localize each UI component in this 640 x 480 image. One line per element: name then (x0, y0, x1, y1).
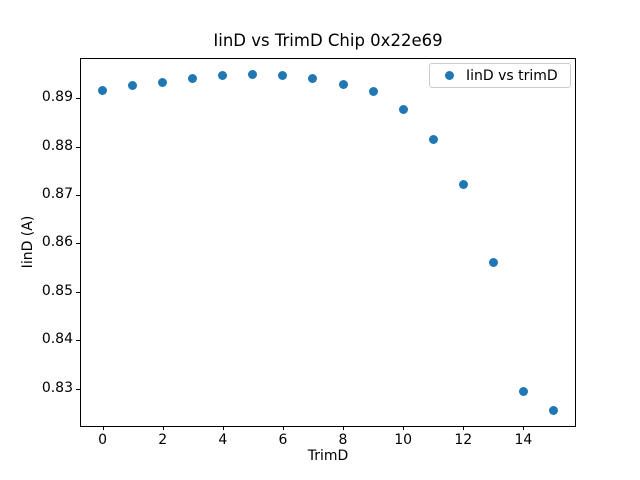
x-tick-mark (403, 426, 405, 430)
y-tick-mark (76, 340, 80, 342)
x-tick-mark (222, 426, 224, 430)
x-tick-mark (102, 426, 104, 430)
scatter-point (488, 258, 498, 268)
x-tick-label: 2 (158, 432, 168, 448)
legend-label: IinD vs trimD (466, 67, 558, 84)
y-tick-mark (76, 98, 80, 100)
x-tick-label: 14 (514, 432, 533, 448)
y-tick-label: 0.84 (41, 331, 73, 348)
scatter-point (188, 73, 198, 83)
x-tick-label: 10 (394, 432, 413, 448)
legend-marker-dot (445, 71, 454, 80)
y-tick-mark (76, 195, 80, 197)
scatter-point (128, 80, 138, 90)
chart-title: IinD vs TrimD Chip 0x22e69 (213, 31, 443, 50)
scatter-point (548, 405, 558, 415)
x-tick-label: 0 (98, 432, 107, 448)
x-tick-label: 12 (454, 432, 473, 448)
x-tick-mark (463, 426, 465, 430)
scatter-point (518, 386, 528, 396)
x-tick-label: 4 (218, 432, 228, 448)
y-tick-label: 0.89 (41, 89, 73, 106)
scatter-point (278, 71, 288, 81)
scatter-point (458, 179, 468, 189)
x-tick-mark (282, 426, 284, 430)
scatter-point (368, 86, 378, 96)
y-tick-label: 0.86 (41, 234, 73, 251)
scatter-point (98, 85, 108, 95)
y-tick-mark (76, 243, 80, 245)
scatter-point (428, 134, 438, 144)
x-tick-label: 6 (278, 432, 288, 448)
plot-area (80, 58, 576, 427)
x-tick-mark (343, 426, 345, 430)
scatter-point (248, 70, 258, 80)
y-tick-label: 0.85 (41, 282, 73, 299)
scatter-point (308, 73, 318, 83)
x-tick-mark (523, 426, 525, 430)
x-tick-mark (162, 426, 164, 430)
y-tick-mark (76, 291, 80, 293)
y-tick-label: 0.83 (41, 379, 73, 396)
legend-box: IinD vs trimD (429, 63, 571, 88)
scatter-point (158, 77, 168, 87)
y-tick-mark (76, 388, 80, 390)
x-tick-label: 8 (338, 432, 348, 448)
y-tick-mark (76, 146, 80, 148)
y-tick-label: 0.88 (41, 137, 73, 154)
y-tick-label: 0.87 (41, 186, 73, 203)
x-axis-label: TrimD (307, 448, 349, 464)
scatter-point (338, 79, 348, 89)
scatter-point (218, 71, 228, 81)
scatter-point (398, 104, 408, 114)
